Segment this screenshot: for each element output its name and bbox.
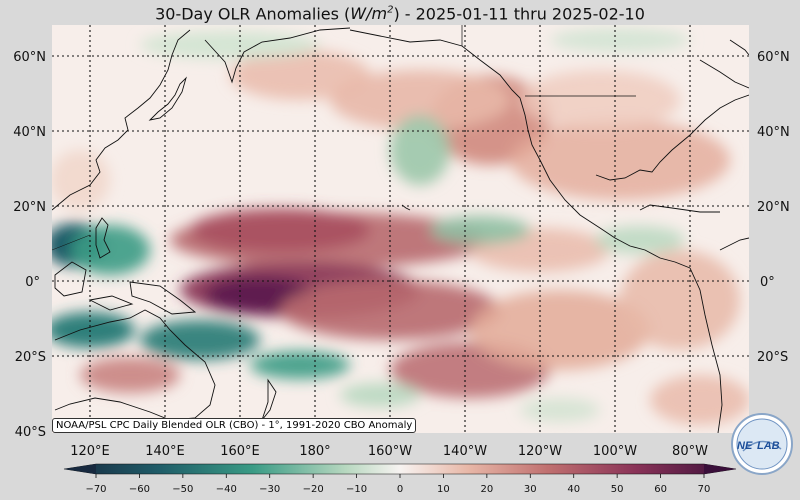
lat-labels-right: 60°N 40°N 20°N 0° 20°S (757, 50, 790, 365)
lat-label: 0° (760, 275, 775, 290)
lat-label: 40°N (757, 125, 790, 140)
lon-label: 140°E (145, 444, 185, 459)
lat-label: 20°N (757, 200, 790, 215)
lat-label: 60°N (13, 50, 46, 65)
lat-label: 20°N (13, 200, 46, 215)
coastlines (52, 27, 749, 433)
data-source-note: NOAA/PSL CPC Daily Blended OLR (CBO) - 1… (52, 418, 417, 433)
lat-label: 40°S (15, 425, 46, 440)
lat-label: 0° (25, 275, 40, 290)
anomaly-field (52, 28, 749, 425)
lon-label: 160°E (220, 444, 260, 459)
lat-label: 40°N (13, 125, 46, 140)
lon-label: 120°E (70, 444, 110, 459)
lat-label: 20°S (757, 350, 788, 365)
lat-label: 60°N (757, 50, 790, 65)
logo-text-left: NE (737, 440, 753, 452)
lat-label: 20°S (15, 350, 46, 365)
lon-label: 120°W (518, 444, 562, 459)
lon-label: 100°W (593, 444, 637, 459)
chart-title: 30-Day OLR Anomalies (W/m2) - 2025-01-11… (155, 4, 645, 24)
lon-label: 80°W (672, 444, 708, 459)
lat-labels-left: 60°N 40°N 20°N 0° 20°S 40°S (13, 50, 46, 440)
lon-labels: 120°E 140°E 160°E 180° 160°W 140°W 120°W… (70, 444, 708, 459)
gridlines (52, 25, 749, 433)
noaa-psl-logo: NE LAB (731, 413, 793, 475)
lon-label: 180° (299, 444, 330, 459)
boundaries (52, 25, 636, 251)
logo-text-right: LAB (757, 440, 780, 452)
lon-label: 140°W (443, 444, 487, 459)
lon-label: 160°W (368, 444, 412, 459)
